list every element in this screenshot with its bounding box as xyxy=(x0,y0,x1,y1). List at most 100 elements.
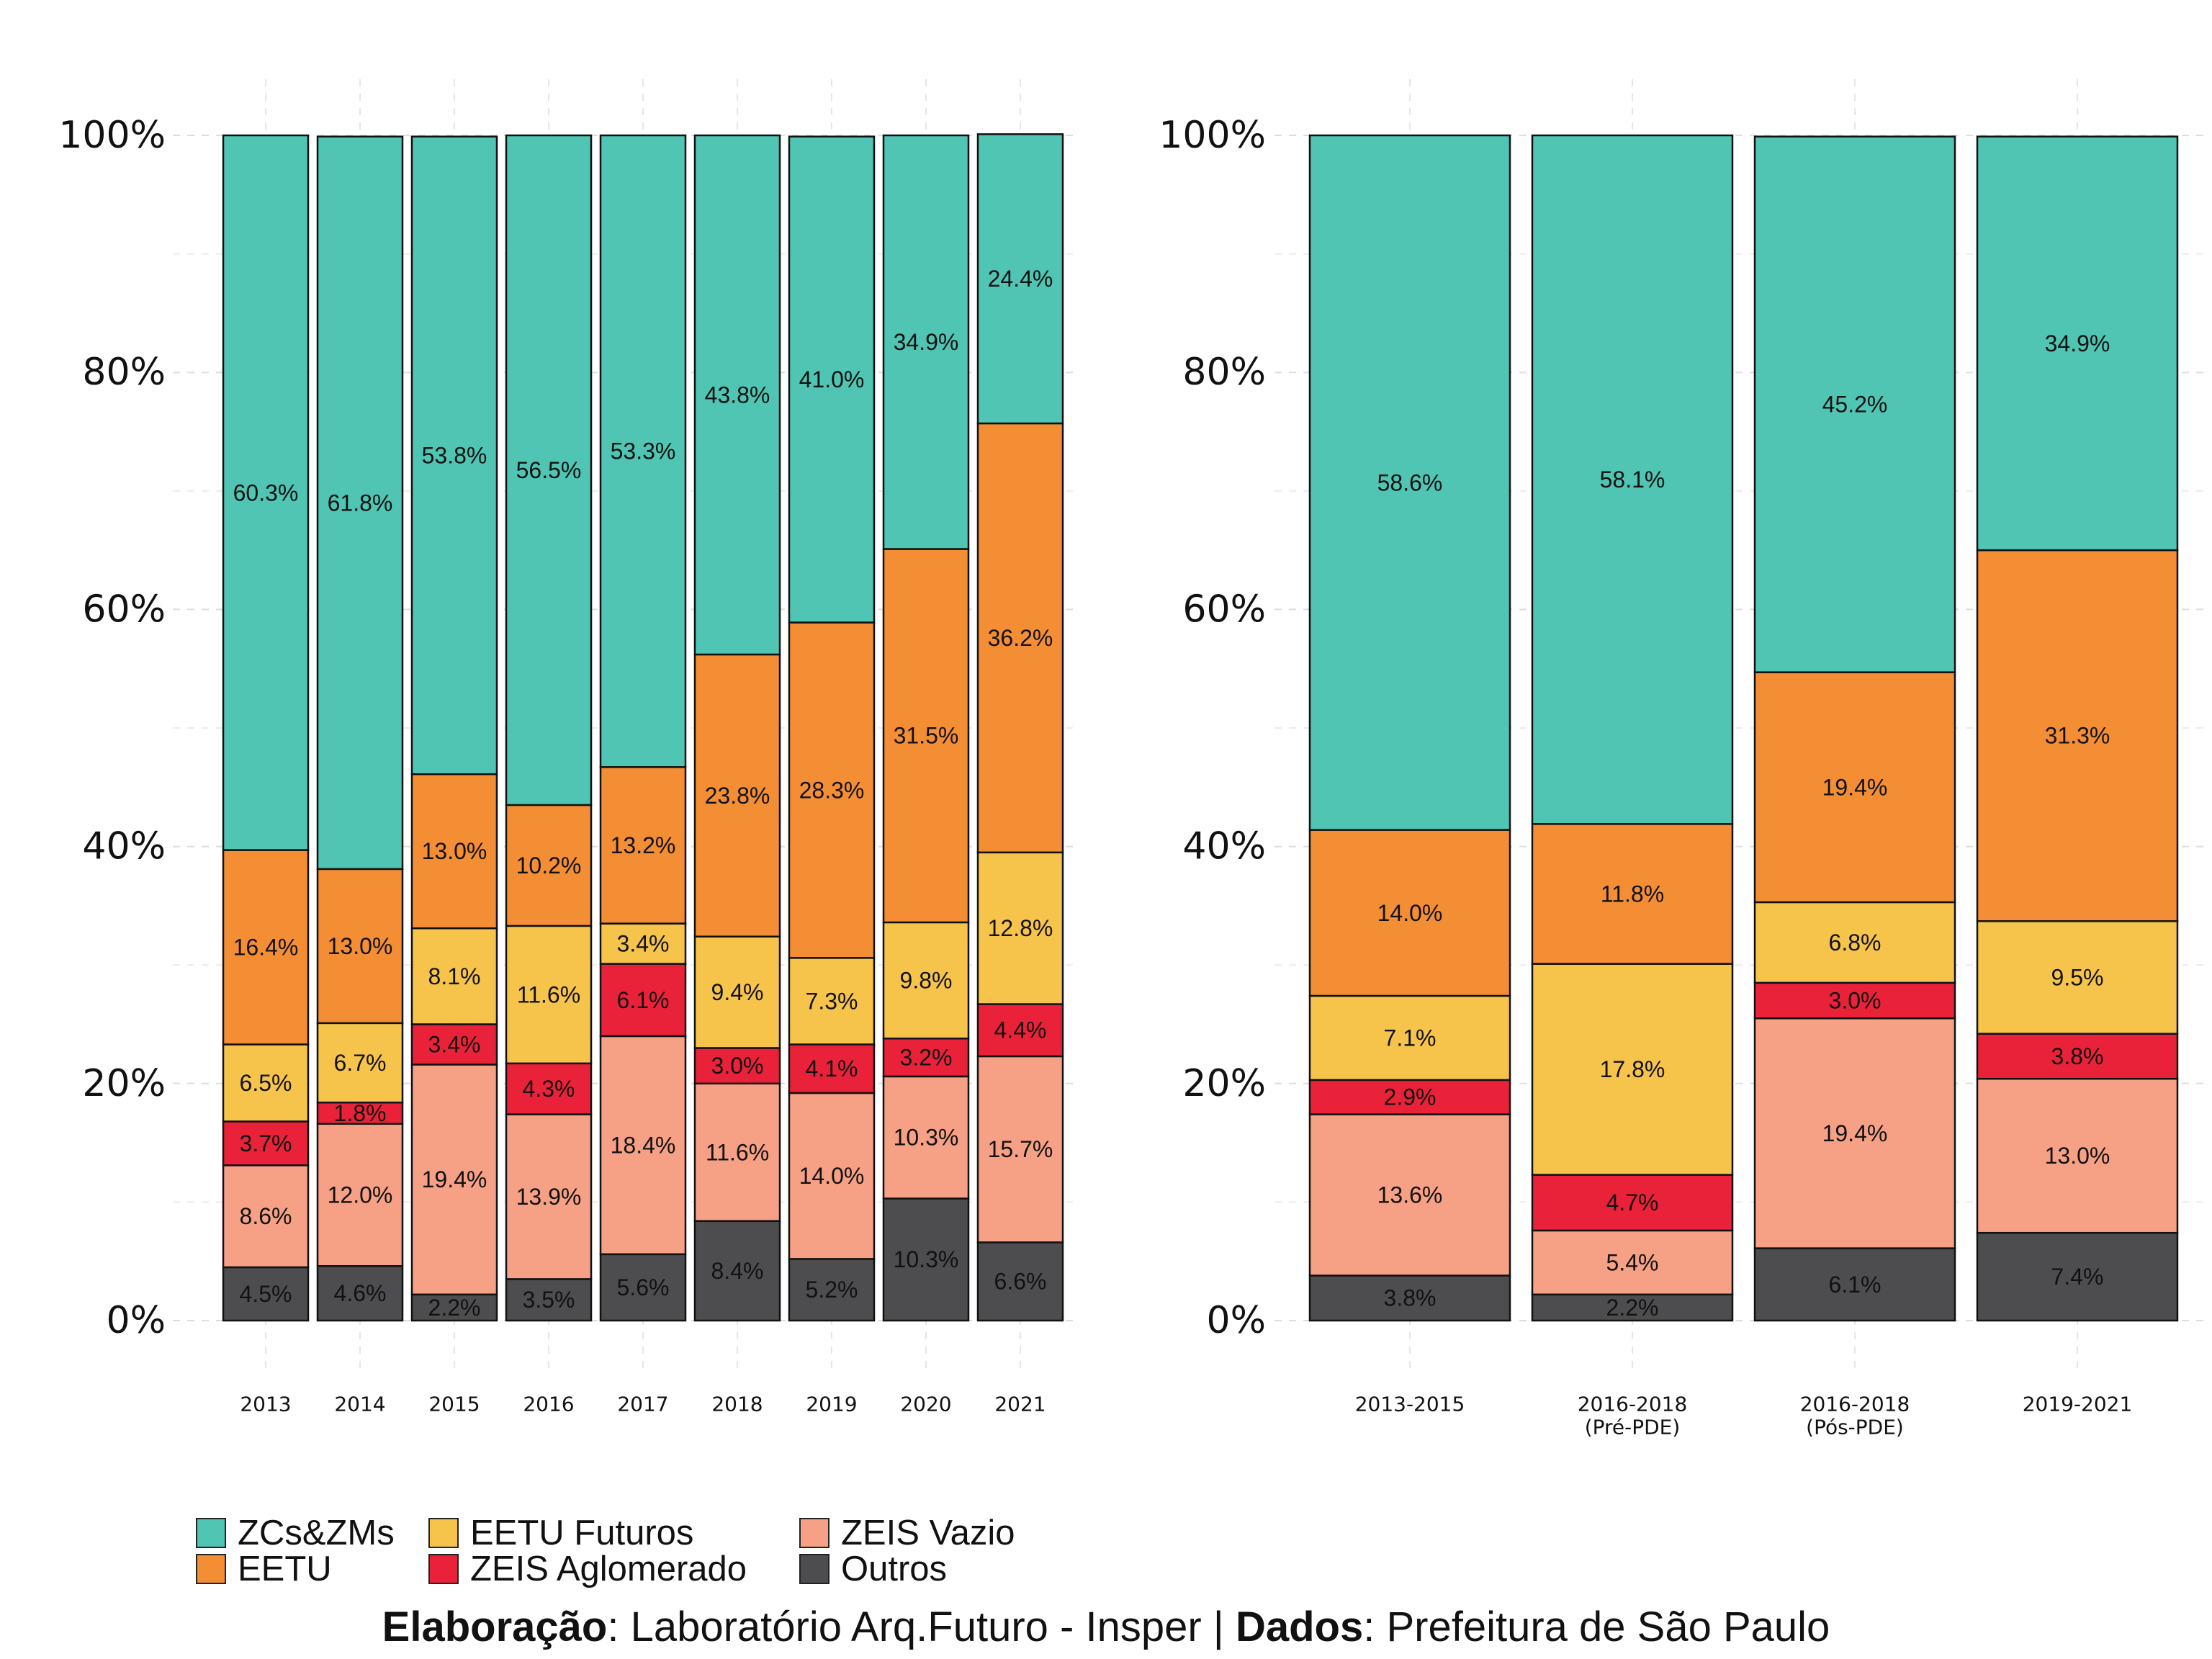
legend-label-zeis-aglomerado: ZEIS Aglomerado xyxy=(470,1550,747,1588)
data-label-outros: 6.1% xyxy=(1829,1272,1881,1298)
data-label-zcs-zms: 41.0% xyxy=(799,367,865,392)
legend-label-zcs-zms: ZCs&ZMs xyxy=(238,1514,395,1552)
bar-segment-zeis-aglomerado xyxy=(410,1023,498,1066)
data-label-zcs-zms: 34.9% xyxy=(894,329,959,355)
legend-label-eetu: EETU xyxy=(238,1550,332,1588)
data-label-eetu-futuros: 9.5% xyxy=(2051,964,2104,990)
bar-segment-eetu-futuros xyxy=(1976,920,2179,1035)
data-label-zeis-vazio: 10.3% xyxy=(894,1125,959,1151)
bar-segment-zeis-aglomerado xyxy=(599,963,687,1038)
bar-segment-zeis-vazio xyxy=(1753,1017,1956,1249)
y-tick-label: 100% xyxy=(58,114,166,157)
x-tick-label: 2017 xyxy=(617,1393,668,1416)
bar-segment-zcs-zms xyxy=(316,135,404,871)
bar-segment-zcs-zms xyxy=(788,135,876,624)
data-label-zeis-vazio: 5.4% xyxy=(1606,1249,1659,1275)
y-tick-label: 20% xyxy=(1182,1062,1266,1105)
legend-item-eetu-futuros: EETU Futuros xyxy=(428,1514,694,1552)
caption-text-dados: : Prefeitura de São Paulo xyxy=(1363,1604,1830,1650)
bar-segment-outros xyxy=(316,1265,404,1322)
bar-segment-outros xyxy=(222,1266,310,1322)
x-tick-label: (Pré-PDE) xyxy=(1585,1416,1681,1439)
data-label-eetu: 16.4% xyxy=(233,935,299,961)
bar-segment-zeis-aglomerado xyxy=(1308,1079,1511,1115)
bar-segment-zcs-zms xyxy=(693,134,781,656)
legend-label-outros: Outros xyxy=(841,1550,948,1588)
bar-segment-outros xyxy=(976,1241,1064,1322)
bar-segment-zeis-vazio xyxy=(1531,1229,1734,1296)
data-label-outros: 2.2% xyxy=(1606,1295,1659,1321)
bar-segment-zcs-zms xyxy=(410,135,498,775)
data-label-zcs-zms: 58.6% xyxy=(1377,469,1443,495)
data-label-outros: 4.5% xyxy=(240,1281,292,1307)
bar-segment-outros xyxy=(788,1258,876,1322)
bar-segment-zeis-aglomerado xyxy=(1531,1174,1734,1232)
data-label-zeis-aglomerado: 6.1% xyxy=(617,987,670,1013)
bar-segment-eetu-futuros xyxy=(882,921,970,1040)
bar-segment-outros xyxy=(410,1293,498,1322)
bar-segment-zcs-zms xyxy=(882,134,970,550)
bar-segment-zcs-zms xyxy=(976,133,1064,425)
data-label-zcs-zms: 45.2% xyxy=(1822,392,1888,418)
bar-segment-zcs-zms xyxy=(505,134,593,806)
bar-segment-outros xyxy=(1531,1293,1734,1322)
bar-segment-outros xyxy=(599,1253,687,1322)
bar-segment-outros xyxy=(693,1220,781,1322)
data-label-eetu-futuros: 7.1% xyxy=(1384,1025,1437,1051)
data-label-zeis-aglomerado: 3.4% xyxy=(428,1031,481,1057)
data-label-zcs-zms: 43.8% xyxy=(705,382,770,408)
x-tick-label: 2013 xyxy=(240,1393,291,1416)
data-label-eetu: 10.2% xyxy=(516,853,582,878)
x-tick-label: 2014 xyxy=(334,1393,385,1416)
caption-label-elaboracao: Elaboração xyxy=(382,1604,608,1650)
data-label-outros: 8.4% xyxy=(711,1258,764,1284)
data-label-outros: 7.4% xyxy=(2051,1264,2104,1290)
data-label-zcs-zms: 58.1% xyxy=(1600,467,1665,493)
bar-segment-zcs-zms xyxy=(1753,135,1956,673)
caption-text-elaboracao: : Laboratório Arq.Futuro - Insper | xyxy=(607,1604,1236,1650)
x-tick-label: (Pós-PDE) xyxy=(1806,1416,1904,1439)
bar-segment-zeis-vazio xyxy=(599,1035,687,1256)
legend-label-eetu-futuros: EETU Futuros xyxy=(470,1514,694,1552)
data-label-zeis-aglomerado: 3.0% xyxy=(1829,988,1881,1014)
y-tick-label: 60% xyxy=(1182,588,1266,631)
bar-segment-eetu xyxy=(222,849,310,1046)
data-label-eetu: 13.0% xyxy=(328,933,393,959)
bar-segment-zeis-aglomerado xyxy=(976,1003,1064,1058)
data-label-zeis-vazio: 12.0% xyxy=(328,1182,393,1208)
bar-segment-outros xyxy=(1976,1231,2179,1322)
data-label-zeis-vazio: 15.7% xyxy=(988,1136,1053,1162)
data-label-zeis-vazio: 19.4% xyxy=(422,1166,487,1192)
x-tick-label: 2016-2018 xyxy=(1800,1393,1910,1416)
data-label-zeis-vazio: 8.6% xyxy=(240,1203,292,1229)
data-label-outros: 6.6% xyxy=(994,1269,1047,1295)
bar-segment-eetu-futuros xyxy=(976,851,1064,1005)
data-label-eetu: 13.2% xyxy=(611,832,676,858)
bar-segment-eetu-futuros xyxy=(788,957,876,1046)
bar-segment-eetu xyxy=(693,653,781,938)
x-tick-label: 2013-2015 xyxy=(1355,1393,1465,1416)
data-label-zeis-aglomerado: 4.3% xyxy=(523,1076,575,1102)
bar-segment-eetu-futuros xyxy=(693,935,781,1049)
bar-segment-zeis-aglomerado xyxy=(1976,1033,2179,1080)
data-label-zcs-zms: 53.8% xyxy=(422,442,487,468)
bar-segment-zcs-zms xyxy=(222,134,310,851)
data-label-eetu: 14.0% xyxy=(1377,900,1443,926)
data-label-eetu-futuros: 9.8% xyxy=(900,968,953,994)
data-label-outros: 5.6% xyxy=(617,1274,670,1300)
bar-segment-zeis-vazio xyxy=(505,1113,593,1280)
data-label-zeis-aglomerado: 4.4% xyxy=(994,1017,1047,1043)
data-label-eetu-futuros: 11.6% xyxy=(517,981,580,1007)
data-label-zeis-vazio: 13.9% xyxy=(516,1184,582,1210)
bar-segment-eetu xyxy=(1976,549,2179,922)
data-label-zeis-aglomerado: 3.0% xyxy=(711,1053,764,1079)
bar-segment-eetu-futuros xyxy=(316,1022,404,1104)
y-tick-label: 0% xyxy=(107,1299,166,1342)
x-tick-label: 2021 xyxy=(994,1393,1046,1416)
x-tick-label: 2016 xyxy=(523,1393,574,1416)
data-label-eetu-futuros: 12.8% xyxy=(988,915,1053,941)
data-label-eetu: 31.5% xyxy=(894,723,959,749)
data-label-outros: 10.3% xyxy=(894,1246,959,1272)
bar-segment-zeis-aglomerado xyxy=(1753,981,1956,1020)
